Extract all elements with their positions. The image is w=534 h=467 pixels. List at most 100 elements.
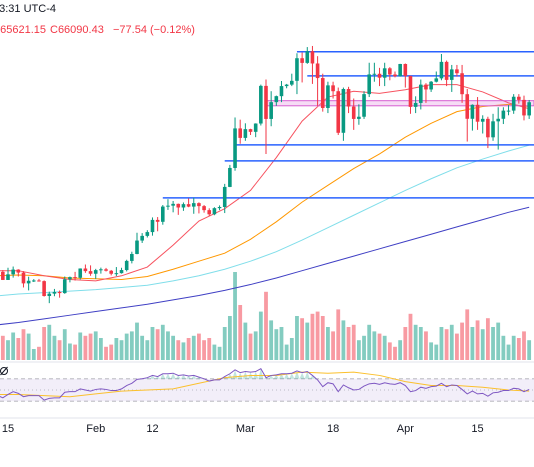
volume-bar xyxy=(429,342,434,360)
candle-body xyxy=(372,73,377,75)
candle-body xyxy=(279,86,284,97)
volume-bar xyxy=(248,333,253,360)
candle-body xyxy=(176,203,181,208)
candle-body xyxy=(248,129,253,132)
candle-body xyxy=(290,80,294,85)
volume-bar xyxy=(480,329,485,360)
candle-body xyxy=(124,260,129,271)
volume-bar xyxy=(522,331,526,360)
volume-bar xyxy=(253,331,258,360)
candle-body xyxy=(403,63,408,76)
candle-body xyxy=(222,186,227,207)
candle-body xyxy=(388,68,392,75)
candle-body xyxy=(362,94,366,117)
candle-body xyxy=(78,268,83,278)
candle-body xyxy=(351,106,356,119)
volume-bar xyxy=(212,344,217,360)
candle-body xyxy=(1,271,5,280)
candle-body xyxy=(150,219,155,233)
volume-bar xyxy=(93,331,98,360)
candle-body xyxy=(295,58,299,81)
volume-bar xyxy=(320,316,325,360)
candle-body xyxy=(161,206,165,222)
volume-bar xyxy=(356,340,361,360)
candle-body xyxy=(434,78,439,82)
header-change: −77.54 (−0.12%) xyxy=(113,24,195,36)
volume-bar xyxy=(222,327,227,360)
volume-bar xyxy=(269,320,274,360)
volume-bar xyxy=(496,322,501,360)
volume-bar xyxy=(310,313,315,360)
candle-body xyxy=(243,129,248,138)
candle-body xyxy=(62,279,67,294)
volume-bar xyxy=(387,342,392,360)
candle-body xyxy=(145,232,150,236)
volume-bar xyxy=(449,324,454,360)
volume-bar xyxy=(460,322,464,360)
volume-bar xyxy=(21,329,26,360)
candle-body xyxy=(393,74,397,77)
volume-bar xyxy=(434,344,439,360)
volume-bar xyxy=(104,346,108,360)
volume-bar xyxy=(145,340,150,360)
moving-average-line xyxy=(0,103,530,280)
volume-bar xyxy=(491,327,495,360)
volume-bar xyxy=(238,305,243,360)
volume-bar xyxy=(377,333,382,360)
volume-bar xyxy=(331,331,335,360)
candle-body xyxy=(21,272,26,284)
candle-body xyxy=(377,73,382,78)
volume-bar xyxy=(227,316,232,360)
candle-body xyxy=(398,63,402,77)
candle-body xyxy=(269,102,273,119)
volume-bar xyxy=(295,316,299,360)
candle-body xyxy=(274,96,279,103)
volume-bar xyxy=(362,335,366,360)
volume-bar xyxy=(393,346,397,360)
x-tick-label: Apr xyxy=(397,423,414,435)
candle-body xyxy=(47,293,52,297)
candle-body xyxy=(119,270,124,274)
candle-body xyxy=(73,277,77,279)
volume-bar xyxy=(403,327,408,360)
candle-body xyxy=(11,269,15,275)
volume-bar xyxy=(119,340,124,360)
price-pane xyxy=(0,45,534,360)
volume-bar xyxy=(16,338,21,360)
x-tick-label: Feb xyxy=(86,423,105,435)
header-low: L65621.15 xyxy=(0,24,46,36)
volume-bar xyxy=(26,333,31,360)
candle-body xyxy=(68,277,72,280)
candle-body xyxy=(99,269,103,271)
volume-bar xyxy=(264,291,268,360)
rsi-band xyxy=(0,378,534,402)
candle-body xyxy=(455,69,459,74)
volume-bar xyxy=(258,311,263,360)
candle-body xyxy=(424,84,428,90)
candle-body xyxy=(413,102,418,107)
candle-body xyxy=(522,99,526,116)
volume-bar xyxy=(109,344,114,360)
volume-bar xyxy=(300,318,305,360)
candle-body xyxy=(88,271,93,274)
candle-body xyxy=(26,280,31,284)
candle-body xyxy=(465,94,470,119)
candle-body xyxy=(104,269,108,271)
volume-bar xyxy=(516,338,521,360)
candle-body xyxy=(191,203,196,207)
candle-body xyxy=(501,110,506,119)
candle-body xyxy=(57,291,62,294)
rsi-line xyxy=(0,368,530,401)
candle-body xyxy=(305,51,310,63)
header-time: 03:31 UTC-4 xyxy=(0,3,56,15)
candle-body xyxy=(517,96,521,100)
volume-bar xyxy=(57,340,62,360)
volume-bar xyxy=(197,333,201,360)
volume-bar xyxy=(191,335,196,360)
volume-bar xyxy=(284,344,289,360)
header-close: C66090.43 xyxy=(50,24,104,36)
x-tick-label: 12 xyxy=(146,423,158,435)
volume-bar xyxy=(207,338,212,360)
volume-bar xyxy=(114,338,119,360)
